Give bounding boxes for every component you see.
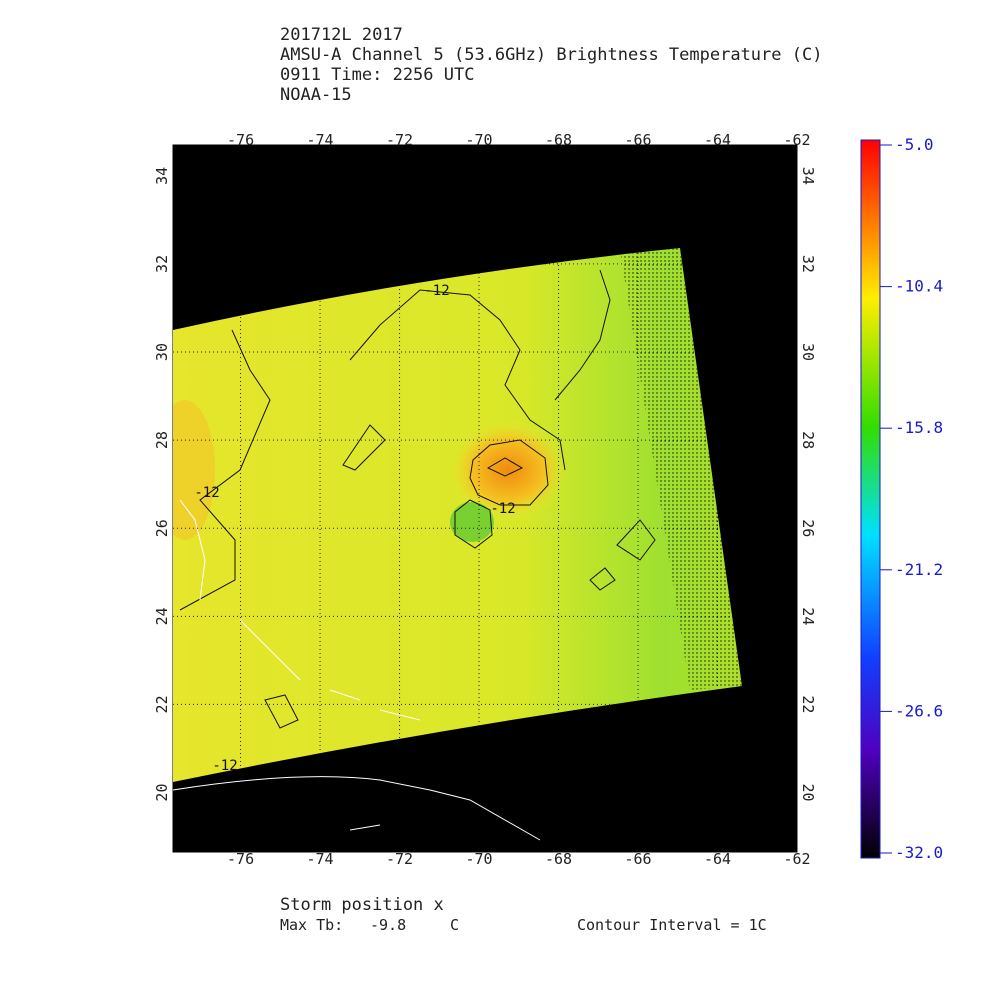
lat-label-right: 30 — [799, 343, 817, 361]
header-line: 201712L 2017 — [280, 25, 403, 45]
lat-label-left: 28 — [153, 431, 171, 449]
lat-label-right: 24 — [799, 607, 817, 625]
header-line: NOAA-15 — [280, 85, 352, 105]
colorbar-ticks: -5.0 -10.4 -15.8 -21.2 -26.6 -32.0 — [880, 135, 943, 862]
lon-label-bottom: -64 — [704, 850, 731, 868]
colorbar-label: -21.2 — [895, 560, 943, 579]
max-tb-unit: C — [450, 916, 459, 934]
lat-label-right: 22 — [799, 695, 817, 713]
footer: Storm position x Max Tb: -9.8 C Contour … — [280, 895, 767, 934]
lat-label-left: 32 — [153, 255, 171, 273]
coastline-south — [172, 776, 541, 841]
header-line: 0911 Time: 2256 UTC — [280, 65, 474, 85]
hatch — [620, 248, 742, 690]
contours — [179, 269, 656, 729]
lat-label-left: 30 — [153, 343, 171, 361]
lon-label-bottom: -70 — [465, 850, 492, 868]
lat-label-left: 20 — [153, 784, 171, 802]
swath — [173, 248, 742, 782]
max-tb-label: Max Tb: — [280, 916, 343, 934]
cool-area — [450, 502, 494, 542]
lat-label-right: 32 — [799, 255, 817, 273]
lat-label-right: 28 — [799, 431, 817, 449]
header-line: AMSU-A Channel 5 (53.6GHz) Brightness Te… — [280, 45, 822, 65]
contour-label: -12 — [212, 758, 237, 774]
colorbar — [860, 139, 881, 859]
ticks: -76 -76 -74 -74 -72 -72 -70 -70 -68 -68 -66 -66 -64 -… — [153, 131, 817, 868]
lat-label-left: 22 — [153, 695, 171, 713]
lon-label-top: -76 — [227, 131, 254, 149]
lat-label-left: 26 — [153, 519, 171, 537]
colorbar-label: -15.8 — [895, 418, 943, 437]
lon-label-bottom: -66 — [624, 850, 651, 868]
lon-label-top: -70 — [465, 131, 492, 149]
storm-position: Storm position x — [280, 895, 444, 915]
lon-label-top: -68 — [545, 131, 572, 149]
contour-interval: Contour Interval = 1C — [577, 916, 767, 934]
lat-label-left: 34 — [153, 167, 171, 185]
lon-label-top: -62 — [783, 131, 810, 149]
contour-label: -12 — [490, 501, 515, 517]
lon-label-top: -64 — [704, 131, 731, 149]
lon-label-bottom: -62 — [783, 850, 810, 868]
lon-label-top: -74 — [307, 131, 334, 149]
contour-label: -12 — [424, 283, 449, 299]
colorbar-label: -26.6 — [895, 701, 943, 720]
colorbar-label: -10.4 — [895, 277, 943, 296]
lat-label-left: 24 — [153, 607, 171, 625]
lon-label-top: -66 — [624, 131, 651, 149]
lon-label-bottom: -76 — [227, 850, 254, 868]
lon-label-bottom: -68 — [545, 850, 572, 868]
lon-label-bottom: -72 — [386, 850, 413, 868]
contour-label: -12 — [194, 485, 219, 501]
lon-label-bottom: -74 — [307, 850, 334, 868]
lon-label-top: -72 — [386, 131, 413, 149]
max-tb: -9.8 — [370, 916, 406, 934]
lat-label-right: 34 — [799, 167, 817, 185]
coastline — [179, 499, 421, 721]
lat-label-right: 26 — [799, 519, 817, 537]
colorbar-label: -32.0 — [895, 843, 943, 862]
warm-area — [173, 400, 215, 540]
colorbar-label: -5.0 — [895, 135, 934, 154]
lat-label-right: 20 — [799, 784, 817, 802]
